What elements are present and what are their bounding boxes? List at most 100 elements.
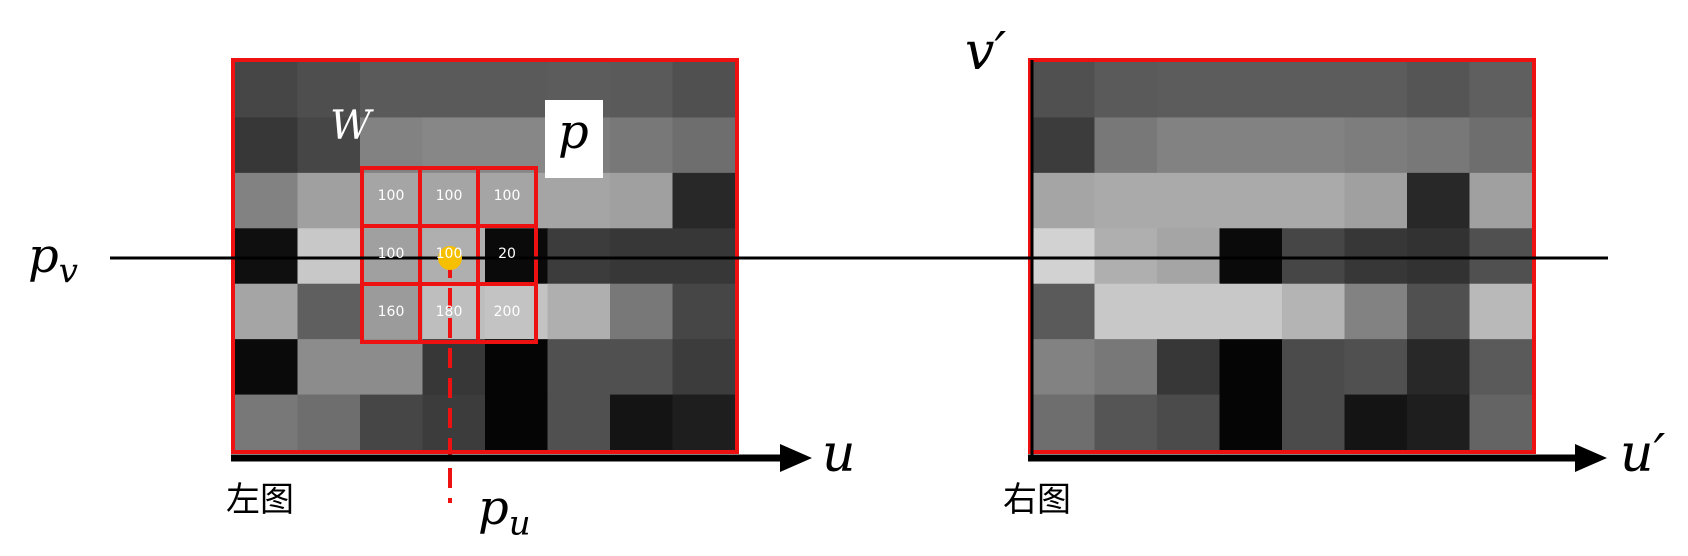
right-grid-cell bbox=[1094, 117, 1158, 174]
right-grid-cell bbox=[1094, 394, 1158, 451]
right-grid-cell bbox=[1219, 283, 1283, 340]
u-axis-arrow bbox=[780, 444, 812, 472]
left-grid-cell bbox=[360, 394, 424, 451]
left-grid-cell bbox=[422, 172, 486, 229]
left-grid-cell bbox=[297, 172, 361, 229]
col-label-pu: pu bbox=[478, 480, 531, 544]
right-grid-cell bbox=[1344, 339, 1408, 396]
left-grid-cell bbox=[422, 283, 486, 340]
left-grid-cell bbox=[235, 117, 299, 174]
right-grid-cell bbox=[1032, 62, 1096, 119]
left-grid-cell bbox=[297, 339, 361, 396]
right-grid-cell bbox=[1219, 117, 1283, 174]
right-grid-cell bbox=[1469, 117, 1533, 174]
right-grid-cell bbox=[1469, 394, 1533, 451]
right-grid-cell bbox=[1344, 283, 1408, 340]
pixel-p-point bbox=[438, 246, 462, 270]
right-grid-cell bbox=[1469, 172, 1533, 229]
left-grid-cell bbox=[297, 228, 361, 285]
right-grid-cell bbox=[1219, 172, 1283, 229]
left-grid-cell bbox=[360, 228, 424, 285]
right-grid-cell bbox=[1157, 228, 1221, 285]
right-grid-cell bbox=[1094, 339, 1158, 396]
right-grid-cell bbox=[1219, 228, 1283, 285]
left-grid-cell bbox=[297, 117, 361, 174]
left-grid-cell bbox=[360, 172, 424, 229]
right-grid-cell bbox=[1282, 117, 1346, 174]
left-grid-cell bbox=[672, 62, 736, 119]
left-grid-cell bbox=[360, 117, 424, 174]
left-grid-cell bbox=[610, 228, 674, 285]
left-grid-cell bbox=[672, 172, 736, 229]
right-grid-cell bbox=[1157, 117, 1221, 174]
left-grid-cell bbox=[485, 117, 549, 174]
right-grid-cell bbox=[1344, 228, 1408, 285]
right-grid-cell bbox=[1407, 117, 1471, 174]
pu-symbol: pu bbox=[478, 480, 531, 544]
window-cell-value: 160 bbox=[377, 304, 405, 320]
right-grid-cell bbox=[1407, 283, 1471, 340]
left-grid-cell bbox=[672, 117, 736, 174]
left-grid-cell bbox=[422, 339, 486, 396]
left-grid-cell bbox=[422, 117, 486, 174]
left-grid-cell bbox=[235, 283, 299, 340]
left-image-frame bbox=[231, 58, 739, 454]
window-cell-value: 100 bbox=[435, 188, 463, 204]
left-grid-cell bbox=[672, 228, 736, 285]
left-grid-cell bbox=[360, 283, 424, 340]
right-grid-cell bbox=[1407, 172, 1471, 229]
left-grid-cell bbox=[235, 62, 299, 119]
left-grid-cell bbox=[610, 394, 674, 451]
left-grid-cell bbox=[422, 62, 486, 119]
right-grid-cell bbox=[1282, 339, 1346, 396]
right-grid-cell bbox=[1032, 283, 1096, 340]
right-grid-cell bbox=[1157, 172, 1221, 229]
right-grid-cell bbox=[1407, 394, 1471, 451]
right-grid-cell bbox=[1157, 339, 1221, 396]
left-grid-cell bbox=[235, 394, 299, 451]
window-cell bbox=[476, 282, 538, 344]
u-prime-axis-arrow bbox=[1575, 444, 1607, 472]
left-grid-cell bbox=[547, 339, 611, 396]
left-grid-cell bbox=[297, 283, 361, 340]
left-grid-cell bbox=[672, 339, 736, 396]
right-grid-cell bbox=[1032, 228, 1096, 285]
window-cell-value: 180 bbox=[435, 304, 463, 320]
right-grid-cell bbox=[1219, 339, 1283, 396]
pixel-label: p bbox=[558, 104, 589, 160]
left-grid-cell bbox=[360, 62, 424, 119]
right-grid-cell bbox=[1469, 283, 1533, 340]
u-prime-axis-label: u′ bbox=[1620, 424, 1666, 484]
left-grid-cell bbox=[235, 228, 299, 285]
window-cell-value: 100 bbox=[435, 246, 463, 262]
left-grid-cell bbox=[610, 117, 674, 174]
left-grid-cell bbox=[297, 394, 361, 451]
matching-window bbox=[360, 166, 538, 344]
right-grid-cell bbox=[1032, 339, 1096, 396]
right-grid-cell bbox=[1282, 394, 1346, 451]
right-grid-cell bbox=[1157, 62, 1221, 119]
right-grid-cell bbox=[1344, 117, 1408, 174]
left-grid-cell bbox=[610, 62, 674, 119]
right-grid-cell bbox=[1094, 283, 1158, 340]
right-grid-cell bbox=[1344, 172, 1408, 229]
right-image-caption: 右图 bbox=[1003, 480, 1071, 520]
left-grid-cell bbox=[610, 172, 674, 229]
right-grid-cell bbox=[1157, 283, 1221, 340]
pv-symbol: pv bbox=[28, 228, 78, 292]
window-cell-value: 100 bbox=[493, 188, 521, 204]
left-grid-cell bbox=[485, 339, 549, 396]
right-grid-cell bbox=[1407, 62, 1471, 119]
right-grid-cell bbox=[1094, 62, 1158, 119]
right-image-frame bbox=[1028, 58, 1536, 454]
right-grid-cell bbox=[1032, 117, 1096, 174]
right-grid-cell bbox=[1219, 394, 1283, 451]
window-cell-value: 100 bbox=[377, 246, 405, 262]
left-image-grid bbox=[235, 62, 736, 451]
left-grid-cell bbox=[485, 62, 549, 119]
v-prime-axis-label: v′ bbox=[965, 22, 1007, 82]
left-grid-cell bbox=[672, 283, 736, 340]
left-grid-cell bbox=[235, 172, 299, 229]
right-grid-cell bbox=[1282, 172, 1346, 229]
